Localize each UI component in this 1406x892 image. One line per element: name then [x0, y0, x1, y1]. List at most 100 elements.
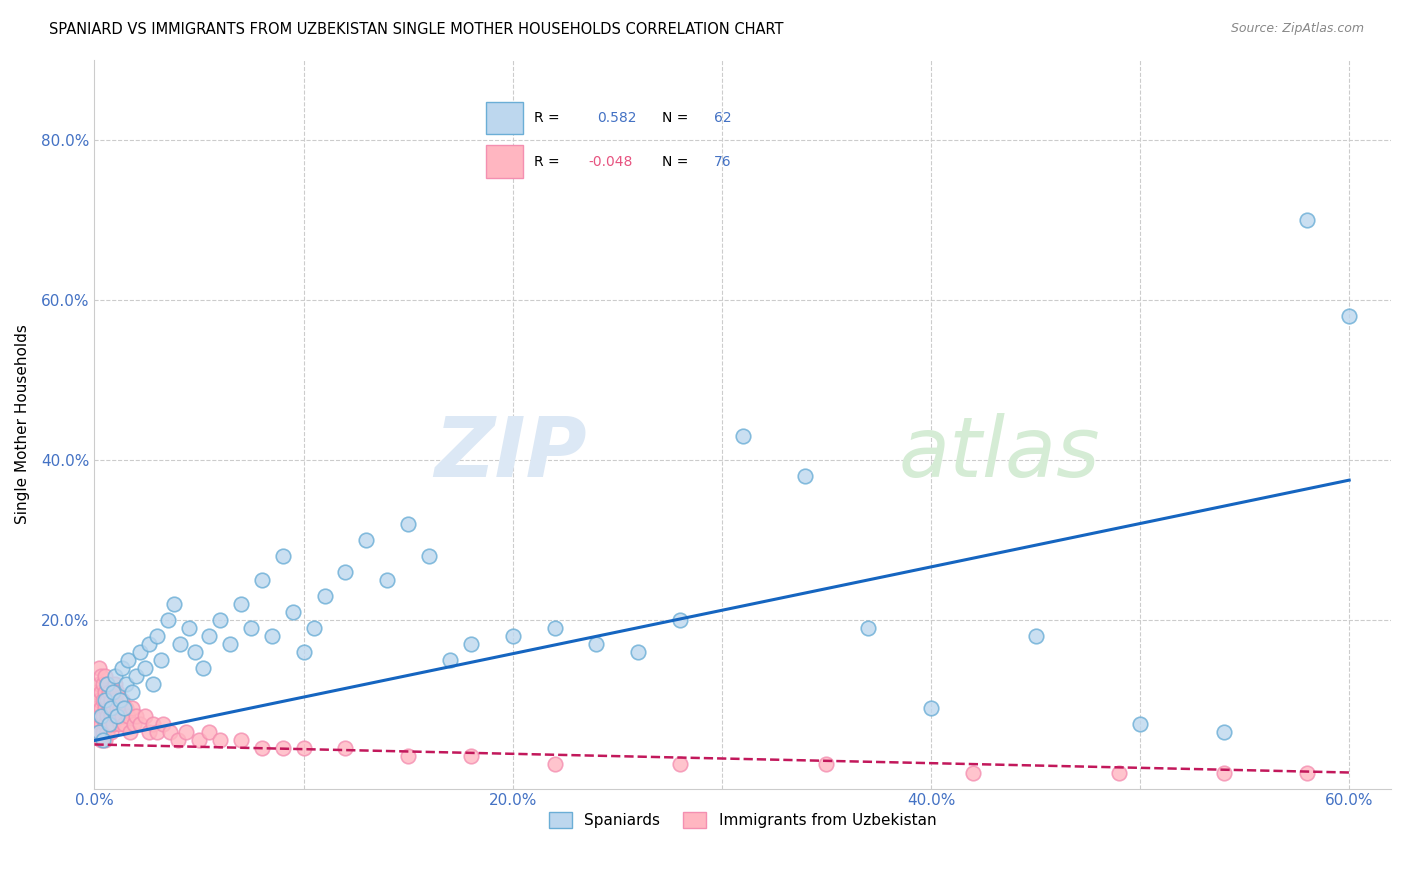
Point: [117, 653, 139, 667]
Point: [91, 725, 114, 739]
Point: [271, 741, 294, 756]
Point: [90, 701, 112, 715]
Point: [96, 677, 118, 691]
Point: [396, 749, 419, 764]
Point: [1212, 725, 1234, 739]
Point: [87, 693, 110, 707]
Point: [460, 749, 482, 764]
Point: [87, 725, 110, 739]
Point: [731, 429, 754, 443]
Point: [669, 757, 692, 772]
Point: [86, 701, 108, 715]
Point: [1296, 212, 1319, 227]
Point: [121, 685, 143, 699]
Text: SPANIARD VS IMMIGRANTS FROM UZBEKISTAN SINGLE MOTHER HOUSEHOLDS CORRELATION CHAR: SPANIARD VS IMMIGRANTS FROM UZBEKISTAN S…: [49, 22, 783, 37]
Point: [418, 549, 440, 564]
Point: [1108, 765, 1130, 780]
Point: [152, 717, 174, 731]
Point: [104, 709, 127, 723]
Point: [90, 733, 112, 747]
Point: [108, 717, 131, 731]
Legend: Spaniards, Immigrants from Uzbekistan: Spaniards, Immigrants from Uzbekistan: [541, 805, 943, 836]
Point: [138, 725, 160, 739]
Point: [86, 717, 108, 731]
Point: [96, 709, 118, 723]
Point: [460, 637, 482, 651]
Point: [543, 621, 565, 635]
Point: [98, 685, 121, 699]
Point: [167, 733, 190, 747]
Point: [184, 645, 207, 659]
Point: [962, 765, 984, 780]
Point: [104, 669, 127, 683]
Point: [314, 589, 336, 603]
Text: Source: ZipAtlas.com: Source: ZipAtlas.com: [1230, 22, 1364, 36]
Point: [129, 645, 152, 659]
Point: [98, 701, 121, 715]
Point: [94, 701, 117, 715]
Point: [219, 637, 242, 651]
Point: [198, 629, 221, 643]
Point: [94, 693, 117, 707]
Point: [188, 733, 211, 747]
Point: [163, 597, 186, 611]
Point: [118, 725, 141, 739]
Point: [439, 653, 461, 667]
Point: [627, 645, 650, 659]
Y-axis label: Single Mother Households: Single Mother Households: [15, 324, 30, 524]
Text: ZIP: ZIP: [434, 413, 588, 493]
Point: [112, 701, 135, 715]
Point: [94, 685, 117, 699]
Point: [115, 701, 138, 715]
Point: [103, 685, 125, 699]
Point: [250, 574, 273, 588]
Point: [292, 741, 315, 756]
Point: [229, 597, 252, 611]
Point: [100, 693, 122, 707]
Point: [335, 566, 357, 580]
Point: [104, 677, 127, 691]
Point: [208, 613, 231, 627]
Point: [108, 701, 131, 715]
Point: [90, 709, 112, 723]
Point: [111, 693, 134, 707]
Point: [1212, 765, 1234, 780]
Point: [96, 725, 118, 739]
Point: [98, 717, 121, 731]
Point: [585, 637, 607, 651]
Point: [125, 709, 148, 723]
Point: [292, 645, 315, 659]
Point: [262, 629, 284, 643]
Point: [356, 533, 378, 548]
Point: [122, 717, 145, 731]
Point: [94, 733, 117, 747]
Point: [134, 661, 156, 675]
Point: [150, 653, 173, 667]
Point: [281, 605, 304, 619]
Point: [86, 685, 108, 699]
Point: [375, 574, 398, 588]
Point: [91, 677, 114, 691]
Point: [794, 469, 817, 483]
Point: [502, 629, 524, 643]
Point: [858, 621, 880, 635]
Point: [111, 709, 134, 723]
Point: [87, 677, 110, 691]
Point: [302, 621, 325, 635]
Point: [100, 709, 122, 723]
Point: [815, 757, 838, 772]
Point: [100, 725, 122, 739]
Point: [1339, 309, 1361, 323]
Point: [112, 717, 135, 731]
Point: [107, 709, 129, 723]
Point: [142, 677, 165, 691]
Point: [121, 701, 143, 715]
Point: [96, 693, 118, 707]
Point: [138, 637, 160, 651]
Point: [129, 717, 152, 731]
Point: [159, 725, 181, 739]
Point: [146, 725, 169, 739]
Point: [104, 693, 127, 707]
Text: atlas: atlas: [898, 413, 1099, 493]
Point: [198, 725, 221, 739]
